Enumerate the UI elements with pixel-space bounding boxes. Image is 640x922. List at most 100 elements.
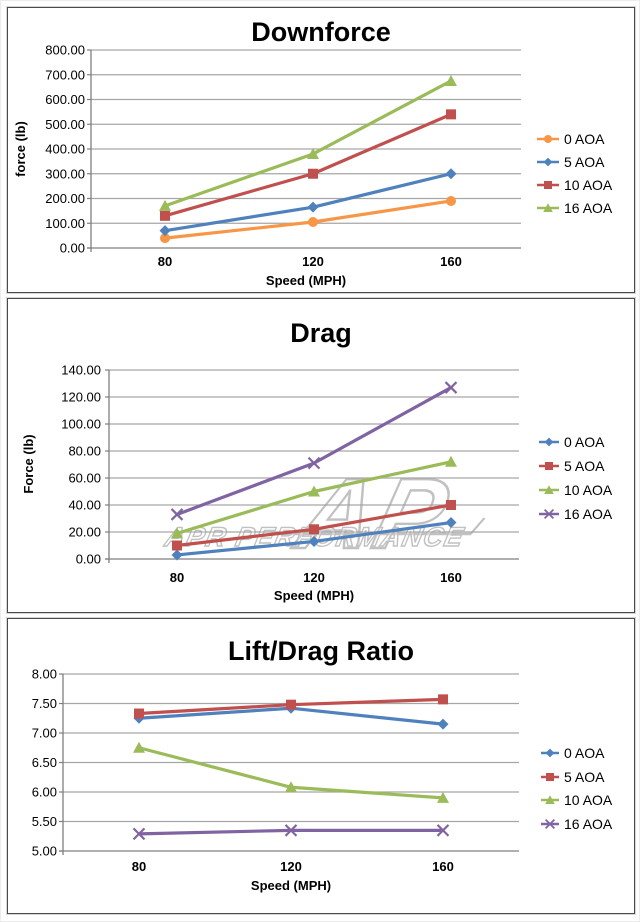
legend-item-10-aoa: 10 AOA [537,177,613,193]
legend-marker-16-aoa [544,818,556,830]
legend-label: 5 AOA [564,769,605,785]
legend-marker-0-aoa [544,135,552,143]
data-point-marker-5-aoa [307,201,319,213]
series-5-aoa [159,168,457,237]
y-tick-label: 0.00 [60,241,85,256]
data-point-marker-5-aoa [446,500,456,510]
legend-item-16-aoa: 16 AOA [539,506,613,522]
downforce-chart-panel: 0.00 100.00 200.00 300.00 400.00 500.00 600.00… [7,7,635,293]
y-tick-label: 800.00 [45,43,85,58]
x-tick-label: 80 [158,254,172,269]
legend-item-10-aoa: 10 AOA [541,792,613,808]
gridlines [87,49,521,249]
y-tick-label: 400.00 [45,142,85,157]
y-tick-label: 6.50 [32,755,57,770]
x-tick-label: 80 [170,570,184,585]
series-10-aoa [133,741,449,803]
y-tick-label: 6.00 [32,785,57,800]
legend-item-16-aoa: 16 AOA [537,200,613,216]
x-axis-title: Speed (MPH) [266,273,346,288]
data-point-marker-16-aoa [436,824,450,837]
data-point-marker-16-aoa [170,508,184,521]
series-16-aoa [159,74,457,211]
chart-title: Drag [290,318,352,348]
y-axis-tick-labels: 0.00 100.00 200.00 300.00 400.00 500.00 600.00… [45,43,85,256]
series-10-aoa [160,109,456,221]
y-tick-label: 200.00 [45,191,85,206]
data-point-marker-10-aoa [171,527,183,539]
legend-marker-10-aoa [545,795,555,804]
legend-item-5-aoa: 5 AOA [537,154,605,170]
x-tick-label: 160 [432,859,454,874]
legend-marker-5-aoa [543,157,553,167]
data-point-marker-16-aoa [445,74,457,86]
legend-label: 5 AOA [564,458,605,474]
y-axis-title: Force (lb) [21,434,36,493]
legend-item-16-aoa: 16 AOA [541,816,613,832]
data-point-marker-10-aoa [285,781,297,793]
data-point-marker-0-aoa [446,195,456,206]
apr-logo-watermark-icon: AP [274,456,486,571]
legend-marker-5-aoa [546,773,554,781]
series-0-aoa [171,517,457,561]
legend-marker-0-aoa [545,748,555,758]
legend-label: 16 AOA [564,506,613,522]
x-tick-label: 160 [440,570,462,585]
data-point-marker-10-aoa [446,109,456,120]
data-point-marker-16-aoa [284,824,298,837]
y-tick-label: 20.00 [68,525,101,540]
y-axis-tick-labels: 0.00 20.00 40.00 60.00 80.00 100.00 120.00 140.… [61,363,101,567]
data-point-marker-10-aoa [445,455,457,467]
legend-label: 0 AOA [564,745,605,761]
legend-item-10-aoa: 10 AOA [539,482,613,498]
y-tick-label: 100.00 [61,417,101,432]
legend-marker-16-aoa [543,508,555,520]
legend-label: 0 AOA [564,131,605,147]
legend-label: 0 AOA [564,434,605,450]
x-tick-label: 160 [440,254,462,269]
legend-label: 10 AOA [564,177,613,193]
y-tick-label: 120.00 [61,390,101,405]
data-point-marker-16-aoa [159,199,171,211]
legend-label: 16 AOA [564,816,613,832]
y-tick-label: 0.00 [76,552,101,567]
y-tick-label: 5.50 [32,814,57,829]
data-point-marker-16-aoa [132,827,146,841]
series-0-aoa [160,195,456,244]
data-point-marker-16-aoa [307,147,319,159]
data-point-marker-10-aoa [308,168,318,179]
series-16-aoa [170,381,458,521]
y-tick-label: 8.00 [32,667,57,682]
lift-drag-ratio-chart-panel: 5.00 5.50 6.00 6.50 7.00 7.50 8.00 Lift/Drag Ra… [7,618,635,914]
x-tick-label: 120 [280,859,302,874]
series-16-aoa [132,824,450,841]
legend-marker-10-aoa [544,181,552,189]
legend-item-0-aoa: 0 AOA [537,131,605,147]
data-point-marker-10-aoa [160,210,170,221]
y-tick-label: 600.00 [45,92,85,107]
chart-title: Lift/Drag Ratio [228,636,414,666]
legend: 0 AOA 5 AOA 10 AOA 16 AOA [541,745,613,832]
data-point-marker-0-aoa [171,549,183,561]
data-point-marker-0-aoa [308,535,320,547]
lift-drag-ratio-chart: 5.00 5.50 6.00 6.50 7.00 7.50 8.00 Lift/Drag Ra… [32,636,613,893]
data-point-marker-5-aoa [172,540,182,551]
series-line-10-aoa [163,112,453,218]
y-tick-label: 140.00 [61,363,101,378]
legend: 0 AOA 5 AOA 10 AOA 16 AOA [537,131,613,216]
data-point-marker-16-aoa [444,381,458,394]
legend-item-0-aoa: 0 AOA [541,745,605,761]
y-axis-title: force (lb) [13,121,28,177]
y-tick-label: 100.00 [45,216,85,231]
legend-marker-16-aoa [543,203,553,212]
y-tick-label: 80.00 [68,444,101,459]
x-tick-label: 80 [132,859,146,874]
downforce-chart: 0.00 100.00 200.00 300.00 400.00 500.00 600.00… [13,17,613,288]
series-10-aoa [171,455,457,539]
y-tick-label: 40.00 [68,498,101,513]
y-axis-tick-labels: 5.00 5.50 6.00 6.50 7.00 7.50 8.00 [32,667,57,859]
data-point-marker-0-aoa [160,233,170,244]
y-tick-label: 5.00 [32,844,57,859]
series-5-aoa [134,694,448,719]
